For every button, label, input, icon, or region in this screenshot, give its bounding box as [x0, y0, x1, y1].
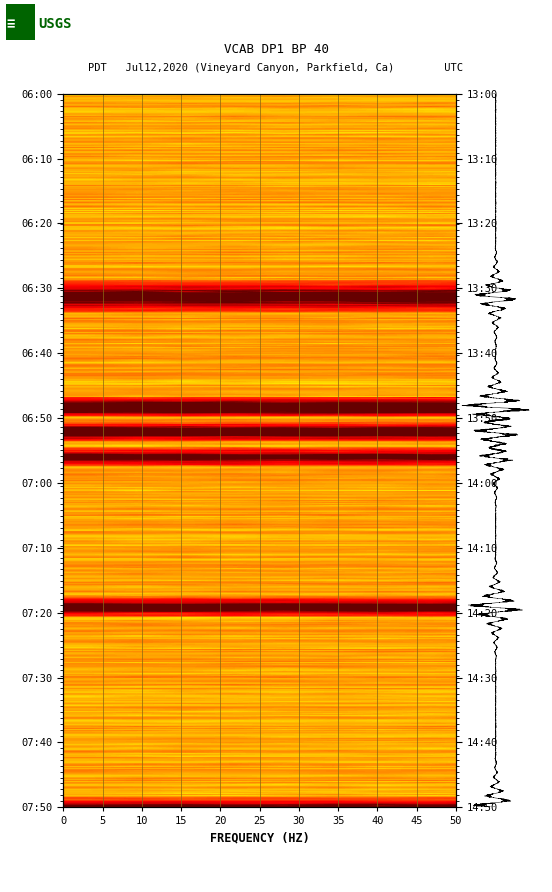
Text: VCAB DP1 BP 40: VCAB DP1 BP 40	[224, 43, 328, 55]
X-axis label: FREQUENCY (HZ): FREQUENCY (HZ)	[210, 832, 310, 845]
Text: PDT   Jul12,2020 (Vineyard Canyon, Parkfield, Ca)        UTC: PDT Jul12,2020 (Vineyard Canyon, Parkfie…	[88, 62, 464, 73]
Text: USGS: USGS	[39, 17, 72, 31]
Bar	[6, 4, 35, 40]
Text: ≡: ≡	[7, 17, 15, 31]
